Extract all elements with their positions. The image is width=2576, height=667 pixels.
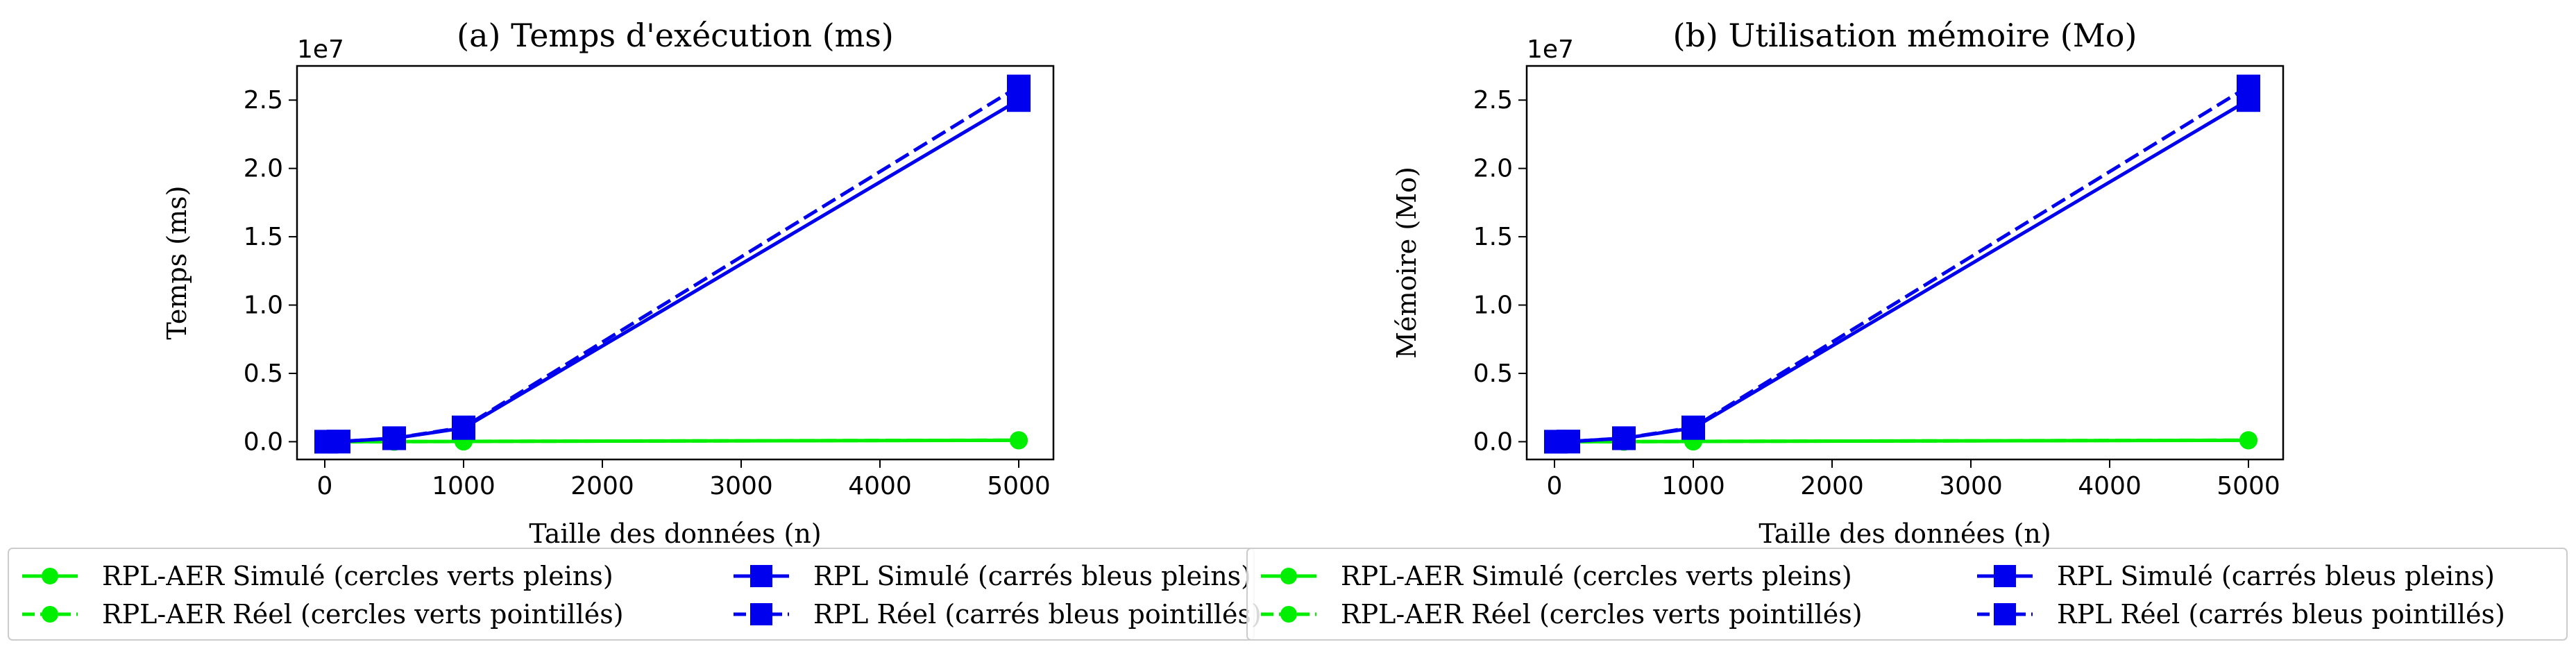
chart1-series3-point-1: [1557, 430, 1580, 454]
chart1-title: (b) Utilisation mémoire (Mo): [1673, 17, 2137, 54]
chart0-x-tick-label-3: 3000: [709, 472, 773, 500]
chart1-series1-point-4: [2239, 431, 2257, 450]
chart0-y-tick-label-4: 2.0: [244, 155, 283, 183]
legend-a: RPL-AER Simulé (cercles verts pleins) RPL…: [8, 548, 1262, 641]
chart1-y-tick-label-0: 0.0: [1473, 428, 1513, 456]
chart1-series3-point-3: [1681, 415, 1705, 439]
legend0-handle-marker-1: [42, 606, 58, 623]
legend1-label-2: RPL Simulé (carrés bleus pleins): [2057, 561, 2495, 591]
chart1-y-tick-label-4: 2.0: [1473, 155, 1513, 183]
chart0-y-scale-label: 1e7: [297, 35, 344, 64]
chart0-x-tick-label-0: 0: [317, 472, 333, 500]
chart0-y-tick-label-2: 1.0: [244, 292, 283, 320]
chart0-series3-point-2: [382, 426, 406, 450]
chart1-x-tick-label-5: 5000: [2217, 472, 2280, 500]
chart1-y-axis-label: Mémoire (Mo): [1391, 167, 1422, 359]
chart0-series-line-3: [325, 85, 1020, 444]
legend1-handle-marker-1: [1280, 606, 1297, 623]
chart1-x-tick-label-2: 2000: [1800, 472, 1864, 500]
chart1-series3-point-4: [2237, 74, 2260, 99]
legend0-handle-marker-0: [42, 568, 58, 584]
legend0-label-3: RPL Réel (carrés bleus pointillés): [813, 599, 1262, 630]
chart0-series1-point-4: [1010, 431, 1028, 450]
chart0-axes-frame: [296, 65, 1055, 461]
chart1-x-tick-label-0: 0: [1547, 472, 1563, 500]
chart1-x-axis-label: Taille des données (n): [1759, 518, 2051, 549]
chart1-y-scale-label: 1e7: [1527, 35, 1574, 64]
chart0-series3-point-4: [1007, 74, 1031, 99]
legend0-label-2: RPL Simulé (carrés bleus pleins): [813, 561, 1251, 591]
legend0-handle-marker-2: [750, 565, 772, 587]
chart0-y-tick-label-0: 0.0: [244, 428, 283, 456]
legend1-handle-marker-2: [1994, 565, 2016, 587]
legend1-label-3: RPL Réel (carrés bleus pointillés): [2057, 599, 2505, 630]
chart1-y-tick-label-5: 2.5: [1473, 86, 1513, 115]
chart1-x-tick-label-4: 4000: [2078, 472, 2142, 500]
chart1-plot-area: [1544, 74, 2260, 454]
chart-b: 0 1000 2000 3000 4000 5000 0.0 0.5 1.0 1.5 2.0 2.5 1…: [1391, 17, 2285, 549]
chart1-series3-point-2: [1612, 426, 1636, 450]
chart0-y-tick-label-1: 0.5: [244, 360, 283, 388]
chart0-y-tick-label-3: 1.5: [244, 223, 283, 251]
chart1-series-line-3: [1555, 85, 2250, 444]
chart0-x-axis-label: Taille des données (n): [529, 518, 821, 549]
legend1-frame: [1246, 548, 2568, 641]
chart0-plot-area: [314, 74, 1031, 454]
chart1-y-tick-label-2: 1.0: [1473, 292, 1513, 320]
legend-b: RPL-AER Simulé (cercles verts pleins) RPL…: [1246, 548, 2568, 641]
chart0-x-tick-label-5: 5000: [987, 472, 1051, 500]
chart0-x-tick-label-2: 2000: [570, 472, 634, 500]
legend1-handle-marker-3: [1994, 603, 2016, 625]
chart0-x-tick-label-1: 1000: [432, 472, 495, 500]
chart1-y-tick-label-1: 0.5: [1473, 360, 1513, 388]
chart0-x-tick-label-4: 4000: [848, 472, 912, 500]
chart-a: 0 1000 2000 3000 4000 5000 0.0 0.5 1.0 1.5 2.0 2.5 1…: [162, 17, 1055, 549]
chart0-y-axis-label: Temps (ms): [162, 185, 192, 339]
legend0-handle-marker-3: [750, 603, 772, 625]
legend0-label-1: RPL-AER Réel (cercles verts pointillés): [102, 599, 624, 630]
chart0-title: (a) Temps d'exécution (ms): [457, 17, 894, 54]
legend1-label-1: RPL-AER Réel (cercles verts pointillés): [1341, 599, 1863, 630]
legend1-handle-marker-0: [1280, 568, 1297, 584]
chart0-y-tick-label-5: 2.5: [244, 86, 283, 115]
chart1-axes-frame: [1525, 65, 2285, 461]
legend1-label-0: RPL-AER Simulé (cercles verts pleins): [1341, 561, 1852, 591]
legend0-label-0: RPL-AER Simulé (cercles verts pleins): [102, 561, 613, 591]
chart0-series3-point-1: [327, 430, 350, 454]
chart1-x-tick-label-1: 1000: [1661, 472, 1725, 500]
chart1-y-tick-label-3: 1.5: [1473, 223, 1513, 251]
chart0-series3-point-3: [452, 415, 475, 439]
chart1-x-tick-label-3: 3000: [1939, 472, 2003, 500]
